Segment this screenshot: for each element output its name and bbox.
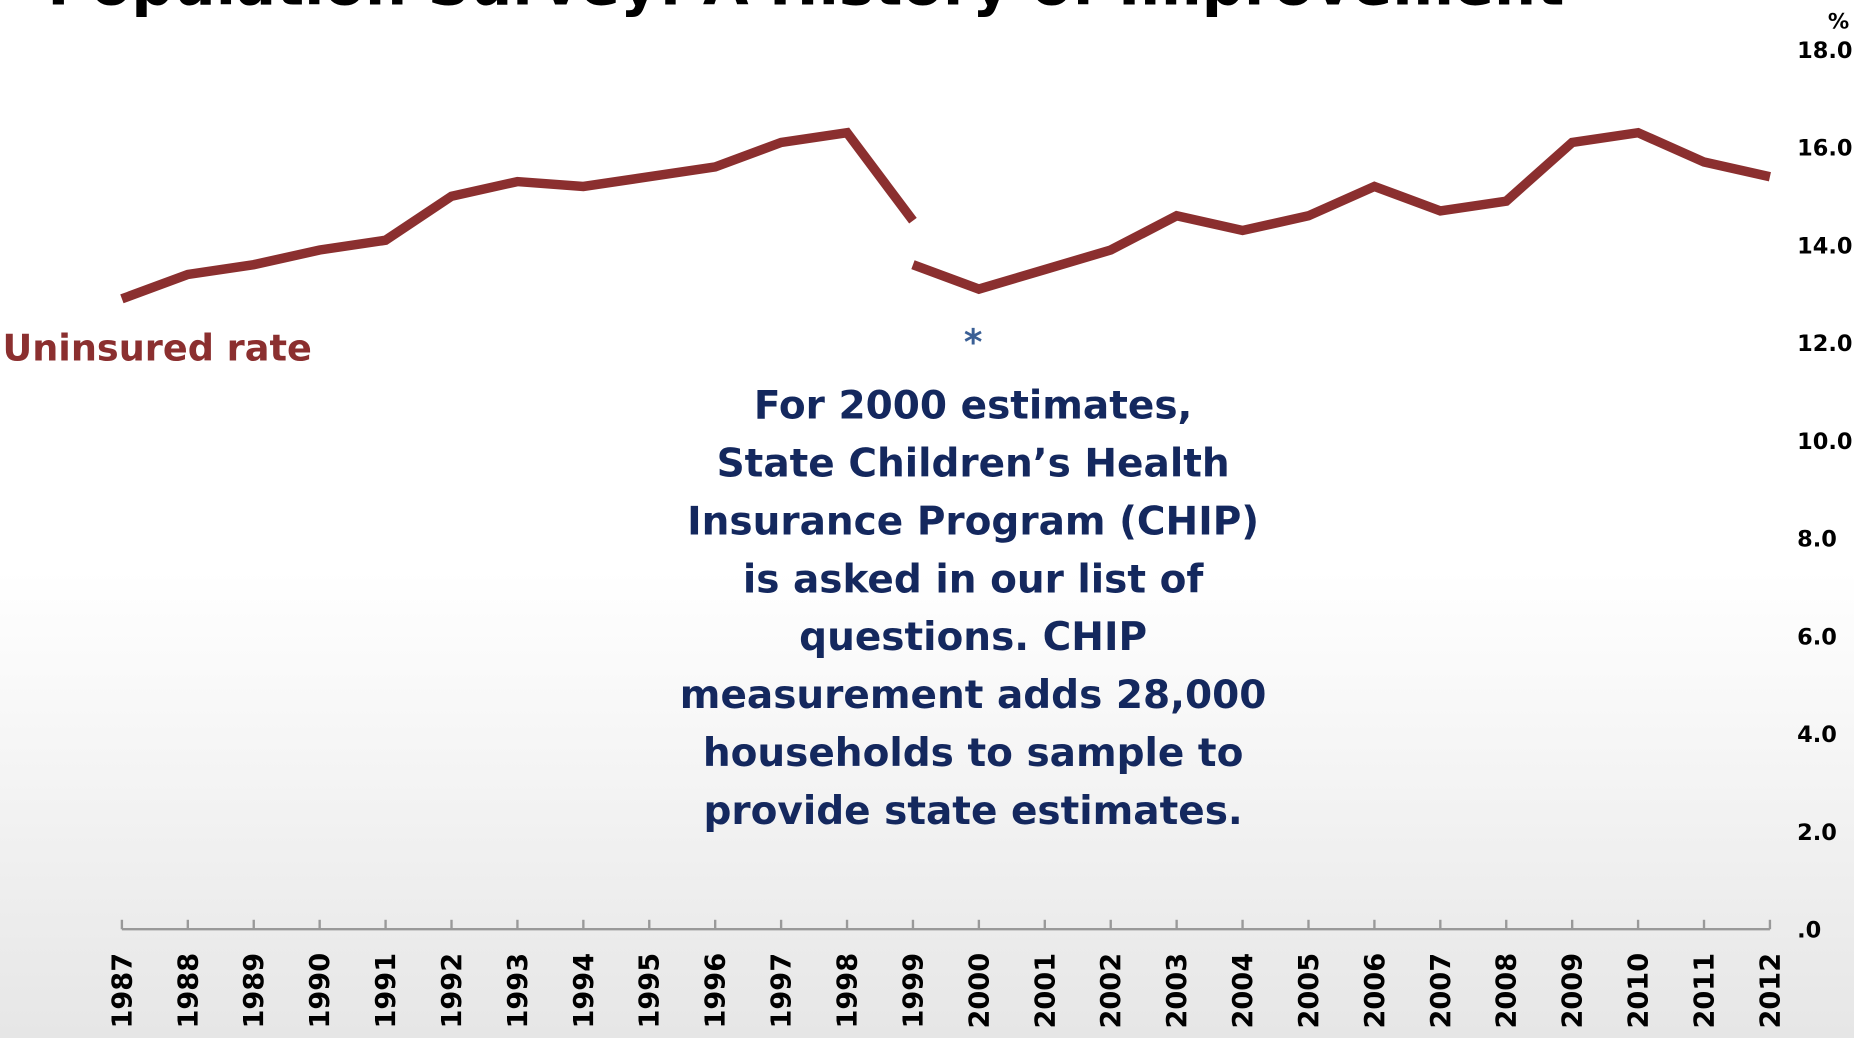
x-tick-label: 1992 [437, 953, 468, 1029]
y-tick-label: 14.0 [1797, 233, 1852, 259]
x-tick-label: 2007 [1426, 953, 1457, 1029]
x-tick-label: 1999 [898, 953, 929, 1029]
x-tick-label: 1996 [701, 953, 732, 1029]
y-tick-label: 6.0 [1797, 624, 1837, 650]
note-line: provide state estimates. [703, 789, 1242, 834]
note-line: questions. CHIP [799, 615, 1147, 660]
x-tick-label: 1994 [569, 953, 600, 1029]
y-tick-label: 10.0 [1797, 429, 1852, 455]
note-line: measurement adds 28,000 [680, 673, 1267, 718]
x-tick-label: 2008 [1492, 953, 1523, 1029]
x-tick-label: 1987 [107, 953, 138, 1029]
x-tick-label: 1988 [173, 953, 204, 1029]
chart-title: Population Survey: A History of Improvem… [47, 0, 1564, 19]
x-tick-label: 1989 [239, 953, 270, 1029]
x-tick-label: 1991 [371, 953, 402, 1029]
note-line: households to sample to [703, 731, 1244, 776]
x-tick-label: 1997 [767, 953, 798, 1029]
x-tick-label: 2006 [1360, 953, 1391, 1029]
line-series [911, 127, 1771, 295]
y-axis-label: % [1828, 9, 1849, 34]
y-tick-label: 4.0 [1797, 722, 1837, 748]
x-tick-label: 2003 [1162, 953, 1193, 1029]
x-tick-label: 1993 [503, 953, 534, 1029]
x-tick-label: 2009 [1558, 953, 1589, 1029]
x-tick-label: 2000 [964, 953, 995, 1029]
line-series [120, 127, 917, 304]
y-tick-label: .0 [1797, 918, 1821, 944]
note-line: For 2000 estimates, [754, 384, 1193, 429]
note-line: Insurance Program (CHIP) [687, 499, 1259, 544]
x-tick-label: 2002 [1096, 953, 1127, 1029]
x-tick-label: 1995 [635, 953, 666, 1029]
y-tick-label: 8.0 [1797, 527, 1837, 553]
x-tick-label: 1998 [832, 953, 863, 1029]
asterisk: * [964, 323, 983, 364]
y-tick-label: 2.0 [1797, 820, 1837, 846]
x-tick-label: 2004 [1228, 953, 1259, 1029]
note-line: State Children’s Health [717, 441, 1230, 486]
x-tick-label: 2012 [1755, 953, 1786, 1029]
x-tick-label: 2010 [1624, 953, 1655, 1029]
note-line: is asked in our list of [743, 557, 1205, 602]
y-tick-label: 12.0 [1797, 331, 1852, 357]
x-tick-label: 2005 [1294, 953, 1325, 1029]
y-tick-label: 18.0 [1797, 38, 1852, 64]
x-tick-label: 2001 [1030, 953, 1061, 1029]
series-label: Uninsured rate [2, 327, 311, 370]
x-tick-label: 2011 [1689, 953, 1720, 1029]
x-tick-label: 1990 [305, 953, 336, 1029]
y-tick-label: 16.0 [1797, 136, 1852, 162]
